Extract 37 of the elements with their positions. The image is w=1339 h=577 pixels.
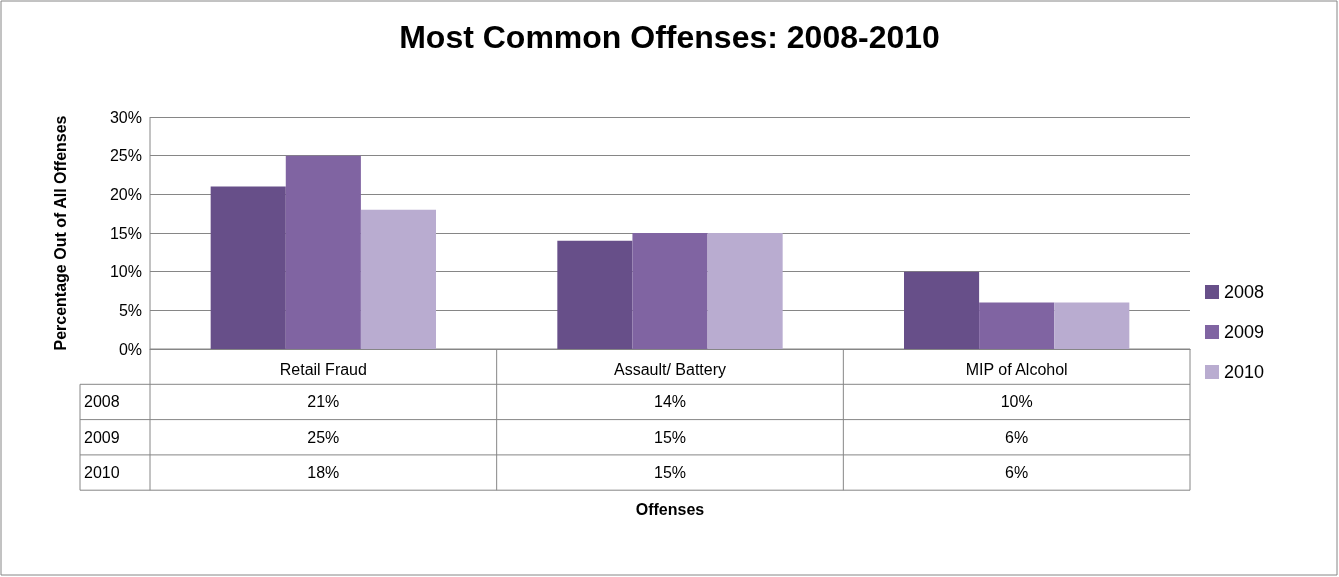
bar [707, 233, 783, 349]
x-tick-label: Retail Fraud [279, 360, 367, 378]
y-tick-label: 5% [118, 301, 142, 319]
bar [557, 240, 633, 349]
y-tick-label: 25% [109, 147, 142, 165]
bar [904, 271, 980, 349]
y-tick-label: 20% [109, 185, 142, 203]
legend-label: 2008 [1224, 282, 1265, 302]
y-axis-title: Percentage Out of All Offenses [51, 115, 69, 351]
x-tick-label: MIP of Alcohol [965, 360, 1068, 378]
data-label: 18% [307, 464, 340, 482]
data-label: 21% [307, 393, 340, 411]
bar [285, 155, 361, 349]
bar [210, 186, 286, 349]
data-label: 25% [307, 428, 340, 446]
data-label: 14% [653, 393, 687, 411]
data-label: 6% [1005, 464, 1029, 482]
text: 2009 [84, 428, 120, 446]
legend-label: 2010 [1224, 362, 1265, 382]
y-tick-label: 10% [109, 263, 142, 281]
y-tick-label: 15% [109, 224, 142, 242]
y-tick-label: 0% [118, 340, 142, 358]
text: Offenses [635, 500, 705, 518]
legend-label: 2009 [1224, 322, 1265, 342]
bar [1054, 302, 1130, 349]
y-tick-label: 30% [109, 108, 142, 126]
x-tick-label: Assault/ Battery [613, 360, 727, 378]
text: 2010 [84, 464, 120, 482]
chart-title: Most Common Offenses: 2008-2010 [399, 19, 940, 55]
data-label: 15% [653, 464, 687, 482]
bar [979, 302, 1055, 349]
text: 2008 [84, 393, 120, 411]
bar [632, 233, 708, 349]
data-label: 6% [1005, 428, 1029, 446]
data-label: 10% [1000, 393, 1033, 411]
bar [360, 209, 436, 349]
data-label: 15% [653, 428, 687, 446]
